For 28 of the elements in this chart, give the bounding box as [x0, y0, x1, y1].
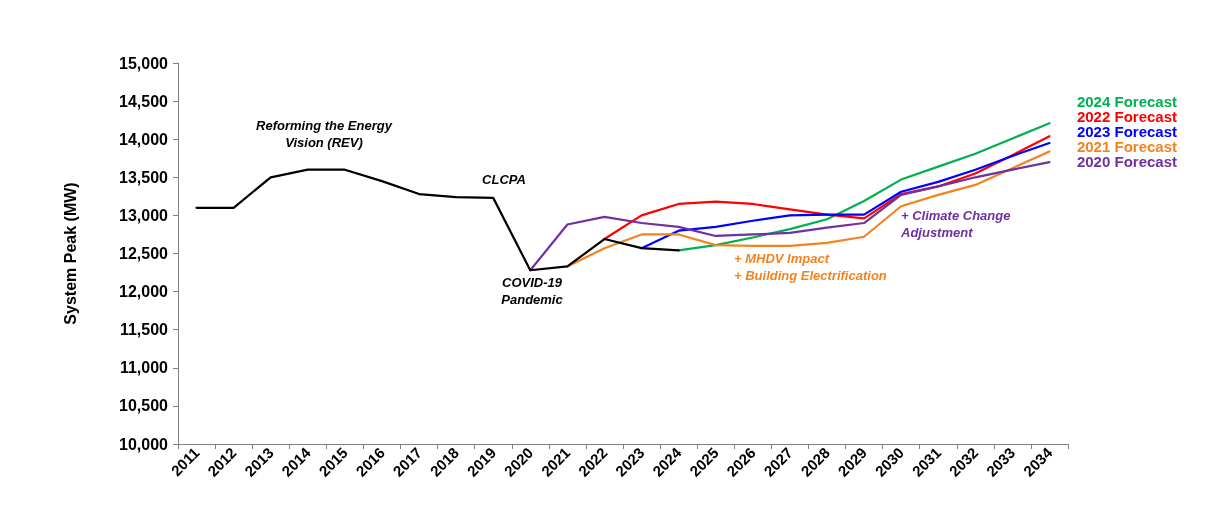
y-tick-label: 13,500 — [119, 168, 169, 186]
series-label: 2022 Forecast — [1076, 108, 1178, 125]
series-label: 2023 Forecast — [1076, 123, 1178, 140]
line-series — [603, 135, 1051, 241]
y-tick-label: 14,500 — [119, 92, 169, 110]
y-tick-label: 13,000 — [119, 206, 169, 224]
annotation: CLCPA — [482, 171, 526, 187]
y-axis-title: System Peak (MW) — [61, 182, 79, 325]
y-tick-label: 11,500 — [119, 321, 169, 339]
line-series — [195, 168, 680, 272]
y-tick-label: 11,000 — [119, 359, 169, 377]
y-tick-label: 12,500 — [119, 245, 169, 262]
y-tick-label: 14,000 — [119, 130, 169, 148]
y-tick-label: 12,000 — [119, 283, 169, 301]
line-series — [529, 160, 1051, 272]
y-tick-label: 10,500 — [119, 397, 169, 415]
y-tick-label: 10,000 — [119, 435, 169, 453]
line-series — [677, 122, 1051, 252]
annotation: + MHDV Impact + Building Electrification — [734, 251, 887, 283]
annotation: Reforming the Energy Vision (REV) — [256, 118, 393, 150]
text: 2024 Forecast — [1076, 93, 1178, 110]
annotation: COVID-19 Pandemic — [501, 275, 564, 307]
annotation: + Climate Change Adjustment — [900, 208, 1011, 240]
series-label: 2021 Forecast — [1076, 138, 1178, 155]
line-series — [640, 141, 1051, 250]
series-label: 2020 Forecast — [1076, 153, 1178, 170]
line-series — [566, 150, 1051, 268]
y-tick-label: 15,000 — [119, 54, 169, 72]
